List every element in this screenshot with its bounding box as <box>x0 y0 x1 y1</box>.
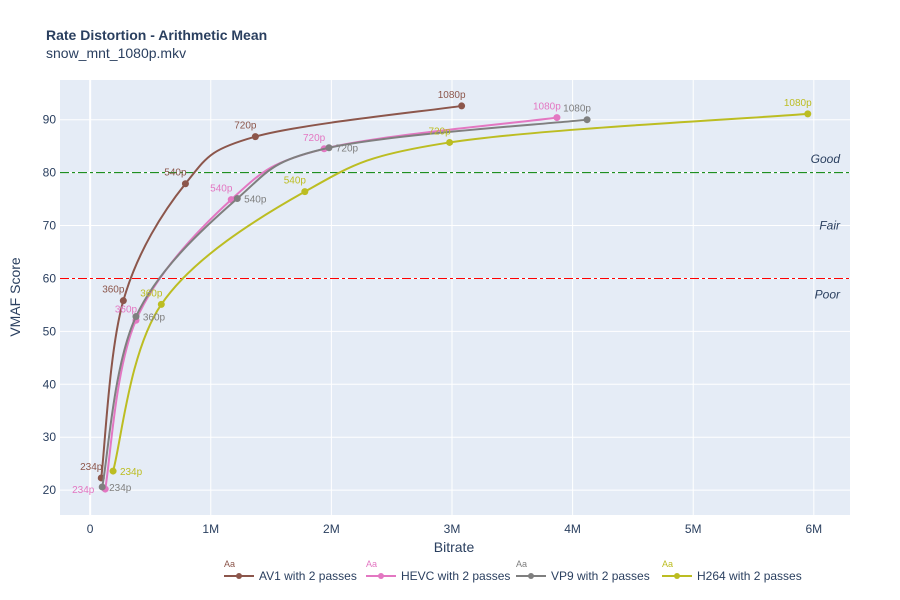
data-point <box>553 114 561 122</box>
y-tick-label: 50 <box>43 324 57 338</box>
zone-label: Good <box>811 152 841 166</box>
legend-item[interactable]: HEVC with 2 passes <box>401 569 510 583</box>
x-tick-label: 5M <box>685 522 702 536</box>
legend-item[interactable]: H264 with 2 passes <box>697 569 802 583</box>
legend-symbol-text: Aa <box>662 559 673 569</box>
x-tick-label: 6M <box>805 522 822 536</box>
point-label: 360p <box>140 288 163 299</box>
x-tick-label: 3M <box>444 522 461 536</box>
legend-marker <box>528 573 534 579</box>
chart-title: Rate Distortion - Arithmetic Mean <box>46 27 268 43</box>
point-label: 234p <box>120 467 143 478</box>
point-label: 1080p <box>438 90 466 101</box>
zone-label: Fair <box>819 219 841 233</box>
data-point <box>325 144 333 152</box>
y-tick-label: 30 <box>43 430 57 444</box>
x-tick-label: 0 <box>87 522 94 536</box>
data-point <box>458 102 466 110</box>
y-tick-label: 20 <box>43 483 57 497</box>
zone-label: Poor <box>815 287 841 301</box>
x-tick-label: 1M <box>202 522 219 536</box>
chart-subtitle: snow_mnt_1080p.mkv <box>46 45 187 61</box>
data-point <box>233 195 241 203</box>
data-point <box>583 116 591 124</box>
legend-marker <box>378 573 384 579</box>
legend-symbol-text: Aa <box>366 559 377 569</box>
legend-item[interactable]: AV1 with 2 passes <box>259 569 357 583</box>
x-axis-label: Bitrate <box>434 539 475 555</box>
point-label: 1080p <box>563 104 591 115</box>
point-label: 720p <box>336 144 359 155</box>
data-point <box>301 188 309 196</box>
legend-symbol-text: Aa <box>224 559 235 569</box>
y-tick-label: 60 <box>43 271 57 285</box>
y-tick-label: 80 <box>43 166 57 180</box>
data-point <box>157 300 165 308</box>
legend-symbol-text: Aa <box>516 559 527 569</box>
data-point <box>132 313 140 321</box>
legend-item[interactable]: VP9 with 2 passes <box>551 569 650 583</box>
y-axis-label: VMAF Score <box>7 257 23 337</box>
point-label: 540p <box>244 195 267 206</box>
y-tick-label: 70 <box>43 219 57 233</box>
data-point <box>446 138 454 146</box>
point-label: 540p <box>284 176 307 187</box>
legend-marker <box>674 573 680 579</box>
point-label: 360p <box>143 313 166 324</box>
y-tick-label: 90 <box>43 113 57 127</box>
point-label: 720p <box>428 126 451 137</box>
point-label: 234p <box>109 483 132 494</box>
data-point <box>119 297 127 305</box>
point-label: 1080p <box>784 98 812 109</box>
legend-marker <box>236 573 242 579</box>
point-label: 1080p <box>533 102 561 113</box>
point-label: 360p <box>102 285 125 296</box>
point-label: 360p <box>115 304 138 315</box>
data-point <box>251 133 259 141</box>
point-label: 540p <box>210 184 233 195</box>
point-label: 540p <box>164 168 187 179</box>
data-point <box>98 483 106 491</box>
x-tick-label: 2M <box>323 522 340 536</box>
data-point <box>804 110 812 118</box>
plot-area <box>60 80 850 515</box>
point-label: 720p <box>303 133 326 144</box>
x-tick-label: 4M <box>564 522 581 536</box>
point-label: 234p <box>80 462 103 473</box>
y-tick-label: 40 <box>43 377 57 391</box>
data-point <box>181 180 189 188</box>
series-line <box>112 112 808 472</box>
point-label: 720p <box>234 121 257 132</box>
point-label: 234p <box>72 485 95 496</box>
data-point <box>109 467 117 475</box>
